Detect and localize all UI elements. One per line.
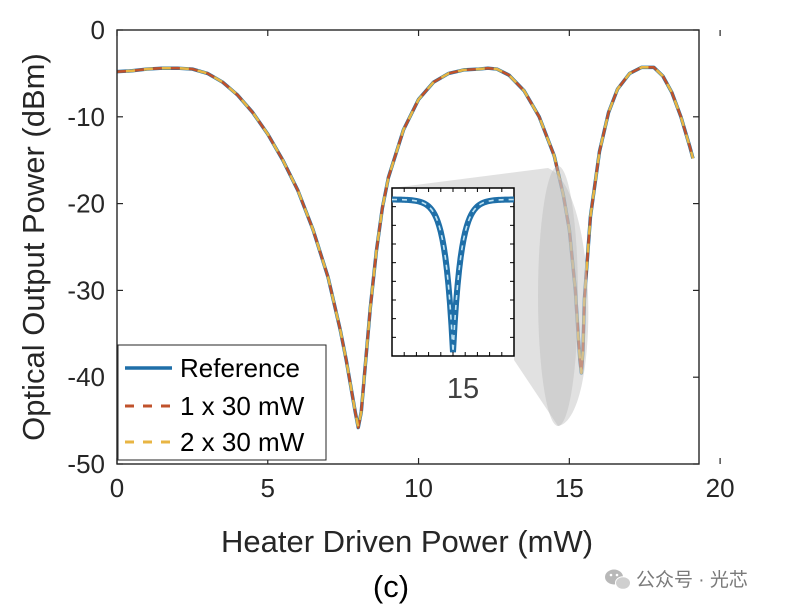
watermark-text: 公众号 · 光芯 <box>636 569 748 591</box>
zoom-cone-shading <box>392 168 589 426</box>
y-tick-label: 0 <box>91 15 105 45</box>
y-tick-label: -20 <box>67 189 105 219</box>
inset-highlight-line <box>392 198 514 353</box>
legend-label-1x30mw: 1 x 30 mW <box>180 391 305 421</box>
x-tick-label: 20 <box>706 473 735 503</box>
wechat-icon <box>605 569 631 590</box>
panel-label: (c) <box>373 569 409 604</box>
x-tick-label: 5 <box>261 473 275 503</box>
series-2x30mw-line <box>117 66 695 429</box>
x-axis-title: Heater Driven Power (mW) <box>221 524 593 559</box>
inset-plot: 15 <box>391 187 515 405</box>
zoom-source-ellipse <box>538 166 578 426</box>
x-tick-label: 0 <box>110 473 124 503</box>
x-tick-label: 10 <box>404 473 433 503</box>
legend-box <box>117 344 327 461</box>
legend-label-reference: Reference <box>180 353 300 383</box>
axes-frame <box>116 29 700 465</box>
inset-tick-label: 15 <box>447 373 479 405</box>
series-1x30mw-line <box>117 66 695 429</box>
y-tick-label: -50 <box>67 449 105 479</box>
legend: Reference 1 x 30 mW 2 x 30 mW <box>117 344 327 461</box>
y-axis-ticks: 0 -10 -20 -30 -40 -50 <box>67 15 699 479</box>
curves-group <box>117 65 695 430</box>
y-axis-title: Optical Output Power (dBm) <box>16 53 51 441</box>
watermark: 公众号 · 光芯 <box>605 569 748 591</box>
y-tick-label: -10 <box>67 102 105 132</box>
y-tick-label: -40 <box>67 362 105 392</box>
x-tick-label: 15 <box>555 473 584 503</box>
legend-label-2x30mw: 2 x 30 mW <box>180 427 305 457</box>
x-axis-ticks: 0 5 10 15 20 <box>110 30 735 503</box>
inset-ticks <box>392 188 514 356</box>
y-tick-label: -30 <box>67 275 105 305</box>
